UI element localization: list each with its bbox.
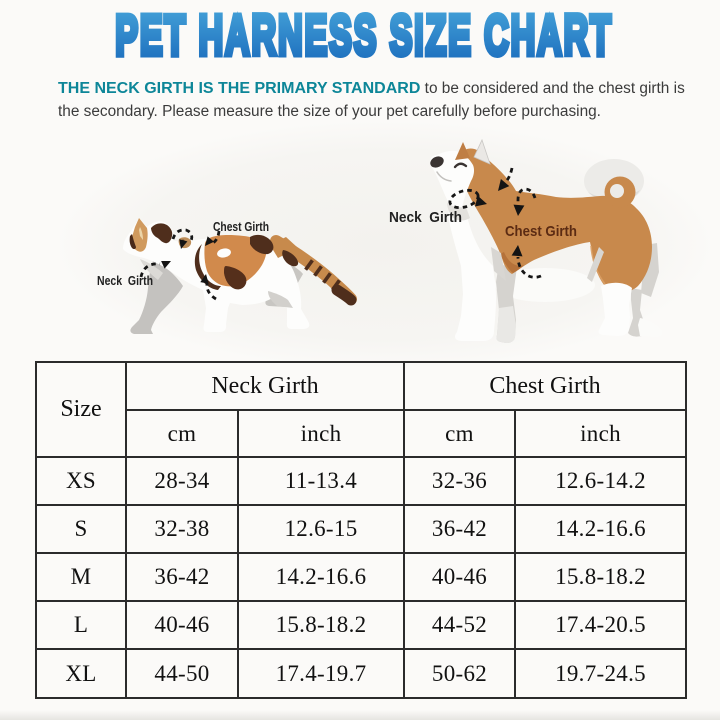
svg-text:PET HARNESS SIZE CHART: PET HARNESS SIZE CHART xyxy=(115,2,613,66)
svg-text:Chest Girth: Chest Girth xyxy=(505,223,577,240)
svg-text:Neck Girth: Neck Girth xyxy=(97,273,153,288)
svg-text:Neck Girth: Neck Girth xyxy=(389,209,462,226)
svg-text:Chest Girth: Chest Girth xyxy=(213,219,269,234)
